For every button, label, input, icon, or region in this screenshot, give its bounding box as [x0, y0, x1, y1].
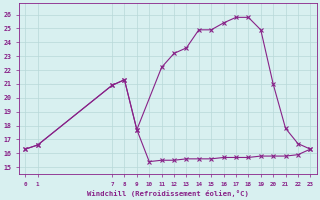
X-axis label: Windchill (Refroidissement éolien,°C): Windchill (Refroidissement éolien,°C) — [87, 190, 249, 197]
